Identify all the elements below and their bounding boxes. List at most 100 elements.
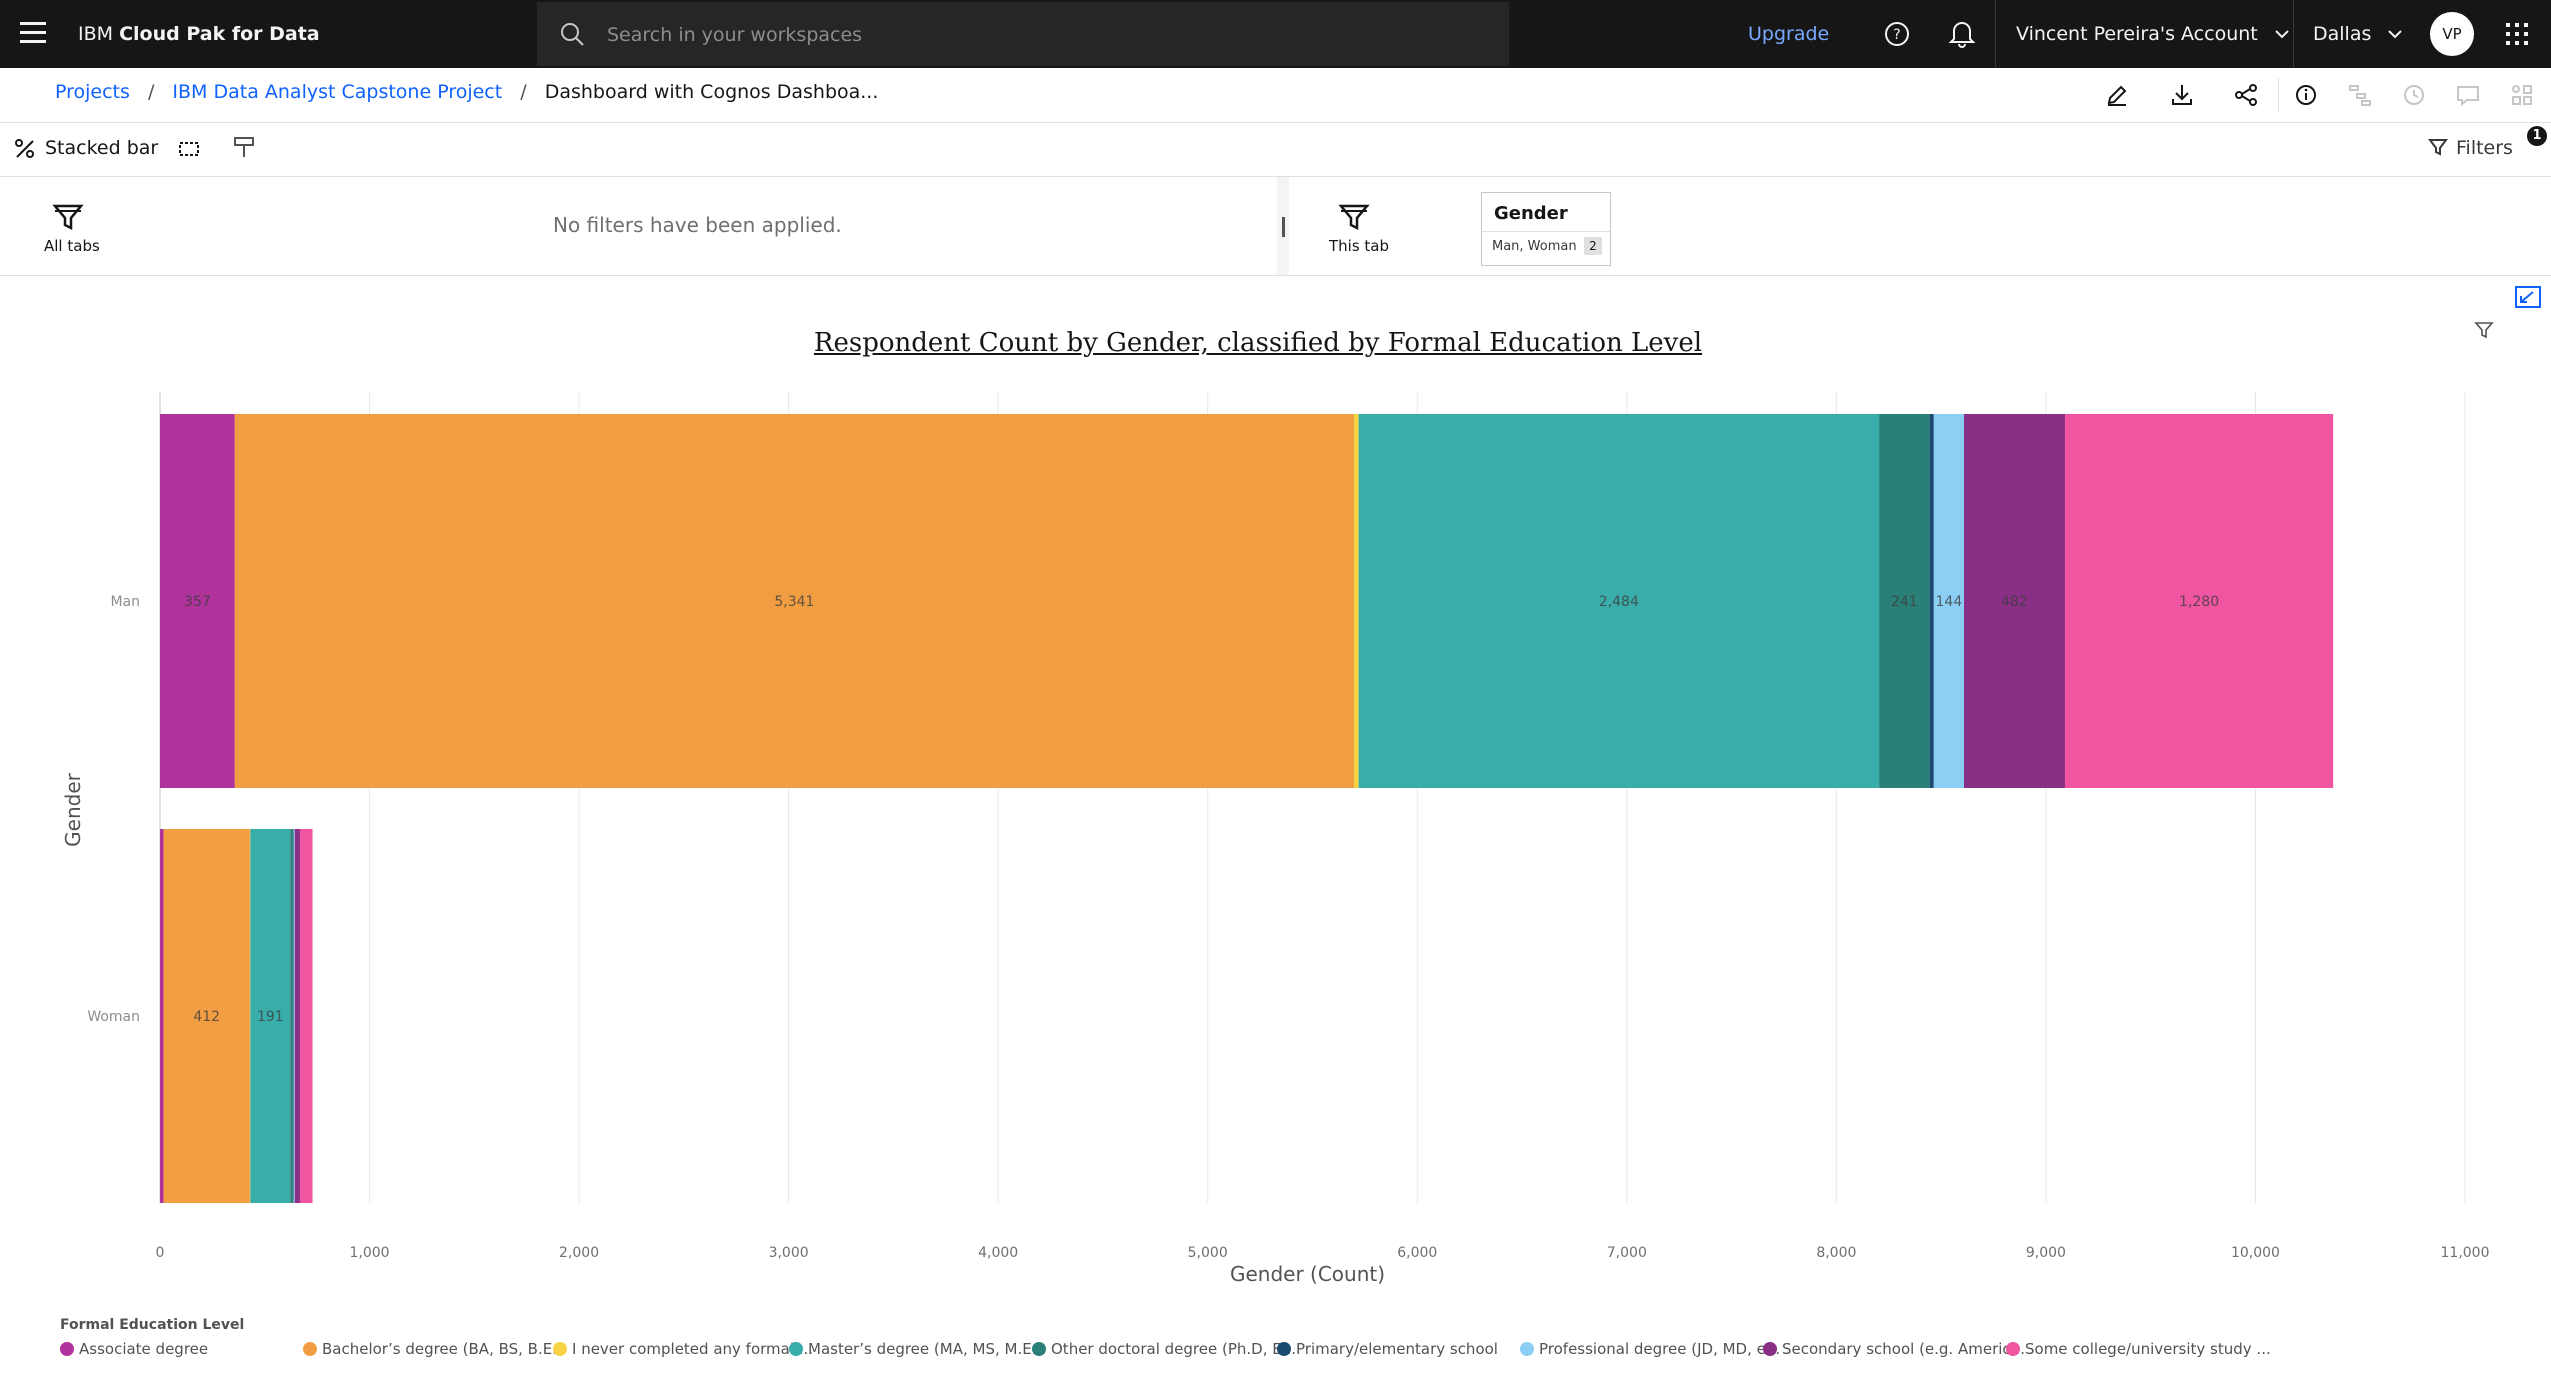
no-filters-message: No filters have been applied. bbox=[553, 213, 842, 237]
visualization-type-icon[interactable] bbox=[14, 138, 36, 160]
bar-segment[interactable] bbox=[160, 414, 235, 788]
legend-swatch bbox=[789, 1342, 803, 1356]
bar-segment[interactable] bbox=[234, 414, 1354, 788]
legend-item[interactable]: Secondary school (e.g. Americ... bbox=[1763, 1340, 2025, 1358]
gender-filter-chip[interactable]: Gender Man, Woman 2 bbox=[1481, 192, 1611, 266]
bar-segment[interactable] bbox=[1353, 414, 1359, 788]
chart-type-label[interactable]: Stacked bar bbox=[45, 137, 159, 159]
widget-library-icon[interactable] bbox=[2509, 82, 2535, 108]
x-tick-label: 9,000 bbox=[2026, 1245, 2066, 1261]
breadcrumb-current: Dashboard with Cognos Dashboa... bbox=[544, 81, 879, 103]
legend-label: Master’s degree (MA, MS, M.E... bbox=[808, 1340, 1046, 1358]
legend-item[interactable]: Some college/university study ... bbox=[2006, 1340, 2271, 1358]
bar-segment[interactable] bbox=[1358, 414, 1880, 788]
global-search[interactable] bbox=[537, 2, 1509, 68]
bar-segment[interactable] bbox=[1929, 414, 1934, 788]
legend-title: Formal Education Level bbox=[60, 1317, 245, 1333]
svg-text:?: ? bbox=[1893, 27, 1900, 43]
topbar-divider bbox=[2293, 0, 2294, 68]
legend-label: Associate degree bbox=[79, 1340, 209, 1358]
account-switcher[interactable]: Vincent Pereira's Account bbox=[2016, 0, 2290, 68]
filter-chip-title: Gender bbox=[1494, 203, 1568, 224]
app-switcher-icon[interactable] bbox=[2505, 22, 2529, 46]
filter-chip-values: Man, Woman bbox=[1492, 239, 1577, 254]
version-history-icon[interactable] bbox=[2401, 82, 2427, 108]
notifications-bell-icon[interactable] bbox=[1948, 18, 1976, 48]
data-label: 482 bbox=[2001, 594, 2028, 610]
filter-icon bbox=[2428, 139, 2448, 156]
region-switcher[interactable]: Dallas bbox=[2313, 0, 2403, 68]
legend-item[interactable]: Other doctoral degree (Ph.D, E... bbox=[1032, 1340, 1296, 1358]
legend-item[interactable]: Primary/elementary school bbox=[1277, 1340, 1498, 1358]
breadcrumb-project-link[interactable]: IBM Data Analyst Capstone Project bbox=[172, 81, 503, 103]
bar-segment[interactable] bbox=[299, 829, 313, 1203]
stacked-bar-chart: 0 1,000 2,000 3,000 4,000 5,000 6,000 7,000 8,00… bbox=[61, 392, 2490, 1286]
product-brand[interactable]: IBM Cloud Pak for Data bbox=[78, 0, 320, 68]
filter-chip-count: 2 bbox=[1584, 237, 1602, 255]
legend-item[interactable]: Professional degree (JD, MD, e... bbox=[1520, 1340, 1780, 1358]
legend-item[interactable]: Associate degree bbox=[60, 1340, 208, 1358]
x-axis-title: Gender (Count) bbox=[1230, 1262, 1385, 1286]
bar-segment[interactable] bbox=[294, 829, 300, 1203]
bar-segment[interactable] bbox=[160, 829, 164, 1203]
filter-band: All tabs No filters have been applied. T… bbox=[0, 177, 2551, 276]
this-tab-filter-icon[interactable] bbox=[1338, 201, 1370, 233]
user-avatar[interactable]: VP bbox=[2430, 12, 2474, 56]
legend-label: Professional degree (JD, MD, e... bbox=[1539, 1340, 1781, 1358]
expand-widget-icon[interactable] bbox=[2515, 286, 2541, 308]
toolbar-divider bbox=[2278, 78, 2279, 112]
edit-pencil-icon[interactable] bbox=[2104, 82, 2130, 108]
bar-segment[interactable] bbox=[1933, 414, 1964, 788]
bar-segment[interactable] bbox=[292, 829, 294, 1203]
divider-grip-handle[interactable] bbox=[1282, 217, 1285, 237]
legend-label: I never completed any formal ... bbox=[572, 1340, 814, 1358]
bar-segment[interactable] bbox=[293, 829, 295, 1203]
search-icon bbox=[561, 23, 584, 46]
all-tabs-filter-icon[interactable] bbox=[52, 201, 84, 233]
data-label: 412 bbox=[193, 1009, 220, 1025]
info-icon[interactable] bbox=[2293, 82, 2319, 108]
legend-label: Some college/university study ... bbox=[2025, 1340, 2271, 1358]
bar-segment[interactable] bbox=[163, 829, 250, 1203]
data-label: 241 bbox=[1891, 594, 1918, 610]
select-region-icon[interactable] bbox=[178, 140, 200, 158]
format-painter-icon[interactable] bbox=[233, 136, 255, 160]
chart-filter-icon[interactable] bbox=[2474, 320, 2494, 340]
legend-item[interactable]: Master’s degree (MA, MS, M.E... bbox=[789, 1340, 1046, 1358]
breadcrumb-projects-link[interactable]: Projects bbox=[55, 81, 130, 103]
legend-item[interactable]: I never completed any formal ... bbox=[553, 1340, 813, 1358]
upgrade-link[interactable]: Upgrade bbox=[1748, 23, 1830, 45]
search-input[interactable] bbox=[605, 2, 1489, 68]
legend-swatch bbox=[1277, 1342, 1291, 1356]
x-tick-label: 1,000 bbox=[349, 1245, 389, 1261]
legend-label: Other doctoral degree (Ph.D, E... bbox=[1051, 1340, 1297, 1358]
breadcrumb-separator: / bbox=[147, 81, 155, 103]
comments-icon[interactable] bbox=[2455, 82, 2481, 108]
x-tick-label: 11,000 bbox=[2441, 1245, 2490, 1261]
data-label: 144 bbox=[1936, 594, 1963, 610]
filters-label: Filters bbox=[2456, 137, 2513, 159]
chevron-down-icon bbox=[2388, 30, 2403, 39]
account-label: Vincent Pereira's Account bbox=[2016, 23, 2258, 45]
filters-button[interactable]: Filters bbox=[2428, 122, 2513, 174]
x-tick-label: 0 bbox=[156, 1245, 165, 1261]
legend-swatch bbox=[2006, 1342, 2020, 1356]
brand-prefix: IBM bbox=[78, 23, 114, 45]
x-tick-label: 8,000 bbox=[1816, 1245, 1856, 1261]
top-navigation-bar: IBM Cloud Pak for Data Upgrade ? Vincent… bbox=[0, 0, 2551, 68]
bar-segment[interactable] bbox=[2064, 414, 2334, 788]
share-icon[interactable] bbox=[2233, 82, 2259, 108]
legend-item[interactable]: Bachelor’s degree (BA, BS, B.E... bbox=[303, 1340, 567, 1358]
download-icon[interactable] bbox=[2169, 82, 2195, 108]
data-label: 2,484 bbox=[1599, 594, 1639, 610]
bar-segment[interactable] bbox=[1963, 414, 2065, 788]
help-icon[interactable]: ? bbox=[1883, 20, 1911, 48]
data-label: 191 bbox=[257, 1009, 284, 1025]
x-tick-label: 2,000 bbox=[559, 1245, 599, 1261]
bar-segment[interactable] bbox=[1879, 414, 1930, 788]
bar-segment[interactable] bbox=[250, 829, 291, 1203]
bar-segment[interactable] bbox=[290, 829, 293, 1203]
hamburger-menu-icon[interactable] bbox=[20, 22, 46, 44]
breadcrumb: Projects / IBM Data Analyst Capstone Pro… bbox=[55, 68, 878, 116]
data-lineage-icon[interactable] bbox=[2347, 82, 2373, 108]
